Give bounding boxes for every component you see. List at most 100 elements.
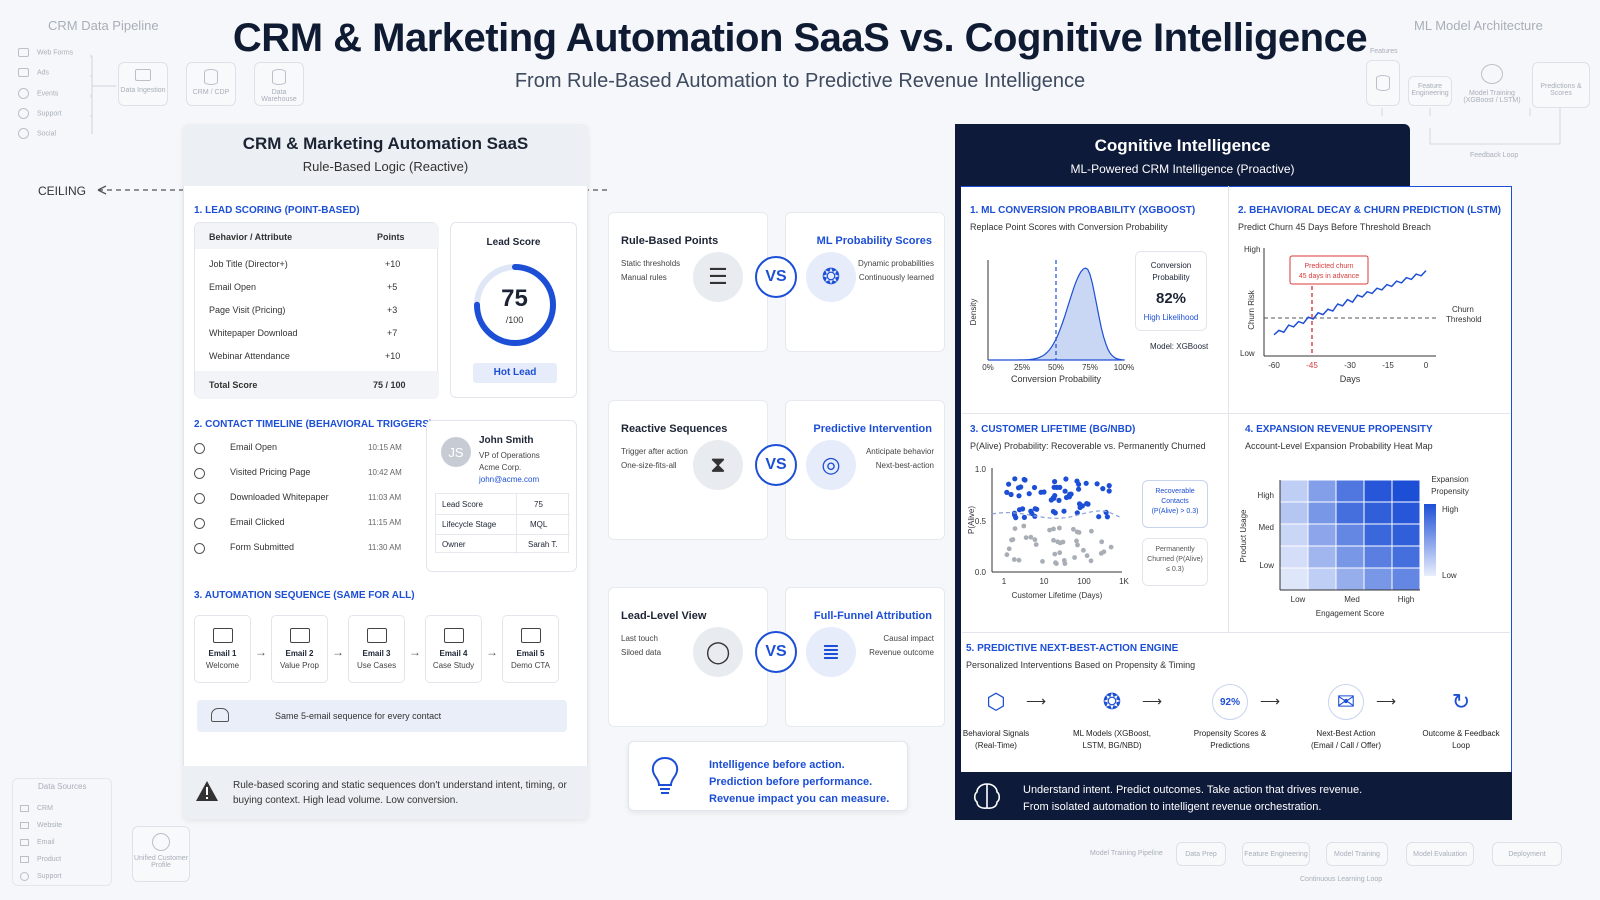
table-row-label: Job Title (Director+) (209, 259, 288, 269)
vs-badge: VS (755, 256, 797, 298)
arrow-right-icon: → (409, 645, 421, 659)
x-tick-label: 0 (1424, 361, 1429, 370)
scatter-point-recoverable (1062, 488, 1068, 494)
lead-score-gauge (474, 264, 556, 346)
bg-ml-training: Model Training (XGBoost / LSTM) (1462, 64, 1522, 104)
scatter-point-recoverable (1018, 484, 1024, 490)
bg-training-label: Model Training Pipeline (1090, 850, 1163, 857)
left-panel-header: CRM & Marketing Automation SaaS Rule-Bas… (183, 124, 588, 186)
mail-icon (212, 628, 233, 643)
bg-source-label: Support (37, 110, 62, 118)
lead-score-gauge-card: Lead Score 75 /100 Hot Lead (450, 222, 577, 398)
x-tick-label: 75% (1082, 363, 1098, 372)
scatter-point-churned (1021, 523, 1027, 529)
email-step-name: Email 3 (362, 649, 391, 658)
scatter-point-recoverable (1021, 514, 1027, 520)
sequence-note: Same 5-email sequence for every contact (275, 711, 442, 721)
scatter-point-recoverable (1106, 488, 1112, 494)
separation-curve (991, 510, 1123, 519)
table-row-points: +10 (385, 351, 401, 361)
scatter-point-churned (1084, 553, 1090, 559)
compare-left-card: Rule-Based Points Static thresholds Manual… (608, 212, 768, 352)
compare-right-line: Causal impact (883, 634, 934, 643)
compare-right-title: ML Probability Scores (816, 235, 932, 247)
compare-left-line: One-size-fits-all (621, 461, 677, 470)
compare-right-card: ML Probability Scores Dynamic probabiliti… (785, 212, 945, 352)
churn-risk-line (1273, 270, 1427, 336)
bg-source-label: Events (37, 90, 59, 98)
bg-training-loop: Continuous Learning Loop (1300, 876, 1383, 883)
form-icon (194, 543, 205, 555)
compare-right-line: Anticipate behavior (865, 447, 934, 456)
heatmap-cell (1279, 479, 1309, 503)
arrow-right-icon: → (332, 645, 344, 659)
scatter-point-recoverable (1063, 476, 1069, 482)
arrow-right-icon: ⟶ (1142, 693, 1163, 709)
timeline-time: 10:15 AM (368, 443, 402, 452)
timeline-time: 10:42 AM (368, 468, 402, 477)
churn-prediction-chart: Predicted churn 45 days in advance -60 -45 -… (1240, 245, 1482, 384)
x-tick-label: -45 (1306, 361, 1318, 370)
bg-source-label: Social (37, 130, 57, 138)
scatter-point-churned (1016, 557, 1022, 563)
scatter-point-recoverable (1016, 493, 1022, 499)
lightbulb-icon (651, 756, 679, 794)
scatter-point-recoverable (1076, 481, 1082, 487)
divider (1228, 186, 1229, 632)
bg-step-crm: CRM / CDP (186, 62, 236, 106)
contact-email[interactable]: john@acme.com (479, 475, 540, 484)
arrow-right-icon: ⟶ (1260, 693, 1281, 709)
scatter-point-churned (1108, 544, 1114, 550)
scatter-point-recoverable (1103, 509, 1109, 515)
bg-ml-feature-eng: Feature Engineering (1408, 76, 1452, 106)
timeline-event: Downloaded Whitepaper (230, 492, 329, 502)
compare-right-icon: ≣ (806, 627, 856, 677)
prediction-callout: Predicted churn (1304, 263, 1353, 270)
scatter-point-recoverable (1083, 480, 1089, 486)
x-axis-label: Days (1340, 374, 1361, 384)
heatmap-cell (1363, 567, 1393, 591)
email-step-desc: Use Cases (356, 661, 397, 670)
x-tick-label: Med (1344, 595, 1360, 604)
bg-source-label: Ads (37, 69, 50, 77)
arrow-right-icon: ⟶ (1026, 693, 1047, 709)
email-step-desc: Demo CTA (511, 661, 550, 670)
table-row-points: +7 (387, 328, 398, 338)
bg-pipeline-title: CRM Data Pipeline (48, 18, 159, 33)
compare-left-line: Static thresholds (621, 259, 681, 268)
scatter-point-churned (1062, 561, 1068, 566)
scatter-point-churned (1006, 546, 1012, 552)
bg-sources-title: Data Sources (38, 782, 87, 791)
timeline-time: 11:30 AM (368, 543, 402, 552)
scatter-point-recoverable (1104, 514, 1110, 520)
email-step-name: Email 1 (208, 649, 237, 658)
mail-icon (194, 443, 205, 455)
compare-left-title: Lead-Level View (621, 610, 707, 622)
scatter-point-recoverable (1021, 476, 1027, 483)
contact-company: Acme Corp. (479, 463, 522, 472)
timeline-time: 11:15 AM (368, 518, 402, 527)
scatter-point-churned (1076, 530, 1082, 535)
y-tick-label: 0.5 (975, 517, 987, 526)
expansion-heatmap: High Med Low Low Med High Engagement Score Prod… (1239, 475, 1469, 618)
y-axis-label: Product Usage (1239, 509, 1248, 562)
table-row-points: +5 (387, 282, 398, 292)
bg-sources-box (12, 778, 112, 886)
bg-ml-title: ML Model Architecture (1414, 18, 1543, 33)
heatmap-cell (1307, 479, 1337, 503)
arrow-right-icon: → (255, 645, 267, 659)
gauge-max: /100 (505, 315, 524, 325)
y-axis-label: Churn Risk (1247, 289, 1256, 330)
left-panel-subtitle: Rule-Based Logic (Reactive) (302, 159, 469, 174)
legend-low: Low (1442, 571, 1457, 580)
heatmap-cell (1307, 567, 1337, 591)
conversion-box-value: 82% (1155, 290, 1187, 307)
brain-icon: ❂ (821, 264, 841, 289)
x-tick-label: 1K (1119, 577, 1129, 586)
compare-right-card: Predictive Intervention Anticipate behavi… (785, 400, 945, 540)
s1-sub: Replace Point Scores with Conversion Pro… (970, 222, 1168, 232)
legend-recoverable: Recoverable Contacts (P(Alive) > 0.3) (1142, 480, 1208, 528)
bg-train-step: Data Prep (1176, 842, 1226, 866)
email-step-desc: Welcome (205, 661, 240, 670)
heatmap-cell (1279, 545, 1309, 569)
